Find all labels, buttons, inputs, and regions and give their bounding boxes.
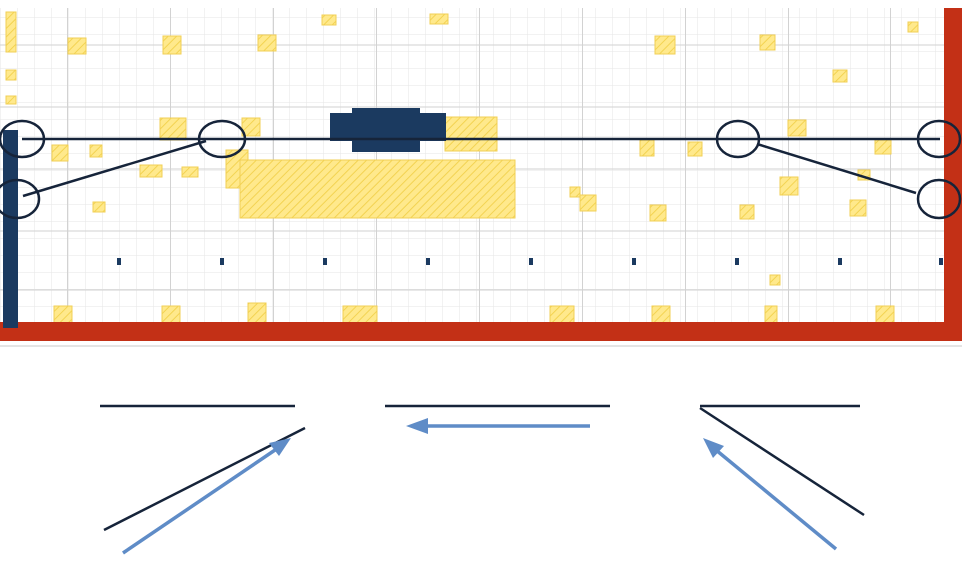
overlay-ring-b4[interactable]	[0, 178, 41, 220]
row5-marker	[735, 258, 739, 265]
overlay-ring-k4[interactable]	[916, 178, 962, 220]
row5-marker	[632, 258, 636, 265]
floor-tile	[53, 305, 73, 325]
floor-tile	[849, 199, 867, 217]
floor-tile	[769, 274, 781, 286]
row5-marker	[838, 258, 842, 265]
arrow-b-to-c-head	[269, 438, 291, 456]
floor-tile	[257, 34, 277, 52]
floor-tile	[342, 305, 378, 325]
overlay-ring-i3[interactable]	[715, 119, 761, 159]
floor-tile	[649, 204, 667, 222]
floor-tile	[5, 69, 17, 81]
floor-tile	[92, 201, 106, 213]
row5-marker	[529, 258, 533, 265]
floor-tile	[444, 116, 498, 152]
floor-tile	[161, 305, 181, 325]
floor-tile	[907, 21, 919, 33]
floor-tile	[67, 37, 87, 55]
arrow-b-to-c-shaft	[122, 446, 279, 555]
overlay-ring-b3[interactable]	[0, 119, 46, 159]
floor-tile	[874, 139, 892, 155]
dark-block-center	[352, 108, 420, 152]
row5-marker	[14, 258, 18, 265]
floor-tile	[875, 305, 895, 325]
edge-d-f	[699, 406, 865, 517]
topology-overlay	[0, 119, 962, 220]
floor-tile	[159, 117, 187, 141]
floor-tile	[832, 69, 848, 83]
floor-tile	[739, 204, 755, 220]
arrow-f-to-d-head	[703, 438, 724, 458]
dark-block-left	[330, 113, 356, 141]
floor-tile	[5, 11, 17, 53]
row5-marker	[426, 258, 430, 265]
topology-diagram	[100, 404, 865, 555]
flow-arrows	[122, 418, 838, 555]
overlay-ring-k3[interactable]	[916, 119, 962, 159]
floor-tile	[429, 13, 449, 25]
row5-marker	[939, 258, 943, 265]
row5-marker	[323, 258, 327, 265]
floor-tile	[89, 144, 103, 158]
floor-tile	[779, 176, 799, 196]
floor-tile	[759, 34, 776, 51]
floor-tile	[687, 141, 703, 157]
floor-tile	[764, 305, 778, 325]
floor-tile	[162, 35, 182, 55]
floor-tile	[139, 164, 163, 178]
overlay-i3-k4-line	[756, 142, 917, 195]
floor-tile	[321, 14, 337, 26]
floor-tile	[241, 117, 261, 137]
floor-tile	[639, 139, 655, 157]
overlay-ring-d3[interactable]	[197, 119, 247, 159]
floor-tile	[239, 159, 516, 219]
floor-tile	[51, 144, 69, 162]
map-bottom-border	[0, 322, 946, 341]
row5-marker	[117, 258, 121, 265]
row5-markers	[14, 258, 943, 265]
floor-tile	[5, 95, 17, 105]
map-left-border	[3, 130, 18, 328]
map-right-border	[944, 8, 962, 341]
floor-tile	[579, 194, 597, 212]
row5-marker	[220, 258, 224, 265]
overlay-b4-d3-line	[22, 139, 207, 198]
floor-tiles	[5, 11, 919, 325]
floor-tile	[247, 302, 267, 324]
dark-block-right	[420, 113, 446, 141]
floor-tile	[654, 35, 676, 55]
arrow-d-to-c-head	[406, 418, 428, 434]
floor-tile	[569, 186, 581, 198]
arrow-f-to-d-shaft	[714, 448, 838, 551]
floor-tile	[549, 305, 575, 325]
floor-tile	[181, 166, 199, 178]
floor-tile	[651, 305, 671, 325]
floor-tile	[787, 119, 807, 137]
